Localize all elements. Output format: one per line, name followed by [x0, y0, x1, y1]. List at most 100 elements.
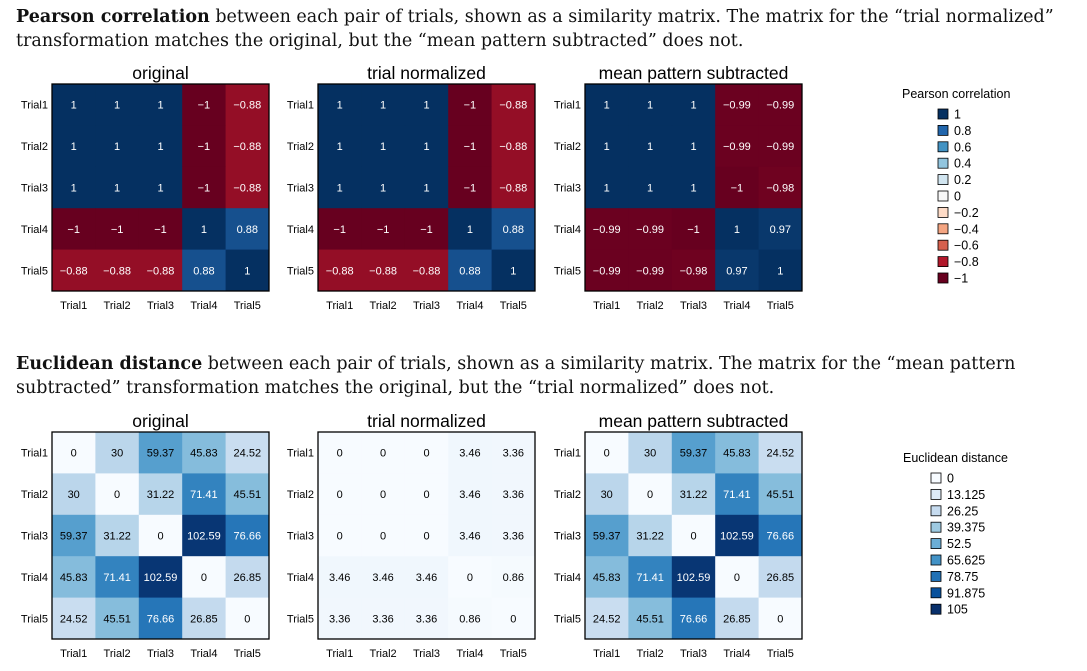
cell-value-label: 30 — [601, 489, 613, 501]
col-tick-label: Trial1 — [326, 648, 353, 660]
heatmap-cell — [95, 84, 140, 126]
cell-value-label: −1 — [464, 183, 477, 195]
cell-value-label: 26.85 — [767, 572, 795, 584]
heatmap-cell — [758, 514, 803, 557]
heatmap-cell — [182, 556, 226, 598]
heatmap-cell — [404, 473, 449, 516]
cell-value-label: 1 — [604, 183, 610, 195]
legend-swatch — [930, 538, 942, 549]
heatmap-cell — [628, 514, 673, 557]
heatmap-cell — [715, 597, 759, 640]
cell-value-label: 71.41 — [103, 572, 131, 584]
legend-swatch — [930, 505, 942, 517]
heatmap-cell — [671, 556, 716, 598]
heatmap-cell — [404, 597, 449, 640]
cell-value-label: 1 — [510, 265, 516, 277]
heatmap-cell — [628, 556, 673, 598]
heatmap-cell — [758, 556, 803, 598]
row-tick-label: Trial3 — [287, 183, 314, 195]
cell-value-label: −1 — [687, 224, 700, 236]
heatmap-cell — [182, 125, 226, 168]
legend-swatch — [937, 125, 949, 136]
cell-value-label: 1 — [777, 265, 783, 277]
heatmap-cell — [628, 166, 673, 209]
cell-value-label: 3.36 — [416, 613, 437, 625]
heatmap-cell — [225, 208, 270, 250]
heatmap-cell — [182, 432, 226, 474]
cell-value-label: −0.88 — [147, 265, 175, 277]
heatmap-cell — [448, 166, 492, 209]
cell-value-label: 1 — [604, 100, 610, 112]
row-tick-label: Trial4 — [21, 224, 48, 236]
heatmap-cell — [318, 473, 362, 516]
heatmap-cell — [52, 597, 96, 640]
heatmap-cell — [182, 208, 226, 250]
cell-value-label: 0.88 — [459, 265, 480, 277]
heatmap-cell — [758, 473, 803, 516]
cell-value-label: 31.22 — [680, 489, 708, 501]
cell-value-label: 1 — [114, 141, 120, 153]
cell-value-label: −1 — [464, 100, 477, 112]
cell-value-label: 45.83 — [190, 448, 218, 460]
col-tick-label: Trial1 — [60, 648, 87, 660]
row-tick-label: Trial3 — [21, 531, 48, 543]
cell-value-label: 3.46 — [459, 489, 480, 501]
heatmap-cell — [318, 556, 362, 598]
col-tick-label: Trial2 — [370, 300, 397, 312]
legend-swatch — [937, 157, 949, 169]
col-tick-label: Trial1 — [593, 648, 620, 660]
cell-value-label: −0.98 — [766, 183, 794, 195]
row-tick-label: Trial1 — [21, 100, 48, 112]
legend-swatch — [937, 272, 949, 284]
heatmap-cell — [671, 84, 716, 126]
heatmap-cell — [52, 125, 96, 168]
heatmap-title: mean pattern subtracted — [599, 411, 789, 431]
cell-value-label: 1 — [647, 100, 653, 112]
legend-label: 26.25 — [947, 504, 978, 518]
heatmap-cell — [138, 249, 183, 292]
heatmap-cell — [138, 166, 183, 209]
cell-value-label: −1 — [377, 224, 390, 236]
legend-label: 105 — [947, 603, 968, 617]
cell-value-label: −1 — [198, 183, 211, 195]
heatmap-cell — [491, 208, 536, 250]
heatmap-cell — [361, 597, 406, 640]
cell-value-label: 0.86 — [459, 613, 480, 625]
heatmap-cell — [52, 208, 96, 250]
cell-value-label: 0 — [510, 613, 516, 625]
heatmap-cell — [491, 597, 536, 640]
row-tick-label: Trial2 — [21, 489, 48, 501]
col-tick-label: Trial3 — [413, 648, 440, 660]
heatmap-cell — [715, 125, 759, 168]
row-tick-label: Trial5 — [287, 265, 314, 277]
cell-value-label: 0 — [114, 489, 120, 501]
cell-value-label: −0.99 — [636, 265, 664, 277]
col-tick-label: Trial2 — [370, 648, 397, 660]
heatmap-cell — [95, 514, 140, 557]
legend-swatch — [930, 488, 942, 500]
heatmap-cell — [628, 208, 673, 250]
heatmap-title: original — [132, 411, 188, 431]
legend-label: 13.125 — [947, 488, 985, 502]
cell-value-label: 1 — [690, 141, 696, 153]
heatmap-cell — [52, 249, 96, 292]
legend-swatch — [930, 587, 942, 599]
heatmap-cell — [585, 249, 629, 292]
col-tick-label: Trial4 — [723, 300, 750, 312]
cell-value-label: −0.99 — [766, 100, 794, 112]
legend-label: 0.8 — [954, 124, 971, 138]
legend-label: −0.6 — [954, 239, 979, 253]
legend-label: −0.4 — [954, 222, 979, 236]
heatmap-cell — [225, 166, 270, 209]
heatmap-cell — [361, 514, 406, 557]
row-tick-label: Trial2 — [554, 141, 581, 153]
cell-value-label: −1 — [67, 224, 80, 236]
row-tick-label: Trial2 — [287, 141, 314, 153]
cell-value-label: −0.99 — [593, 224, 621, 236]
heatmap-cell — [628, 84, 673, 126]
heatmap-cell — [671, 166, 716, 209]
legend-swatch — [937, 141, 949, 153]
legend-label: −0.2 — [954, 206, 979, 220]
cell-value-label: 0 — [380, 448, 386, 460]
legend-label: 0 — [954, 190, 961, 204]
